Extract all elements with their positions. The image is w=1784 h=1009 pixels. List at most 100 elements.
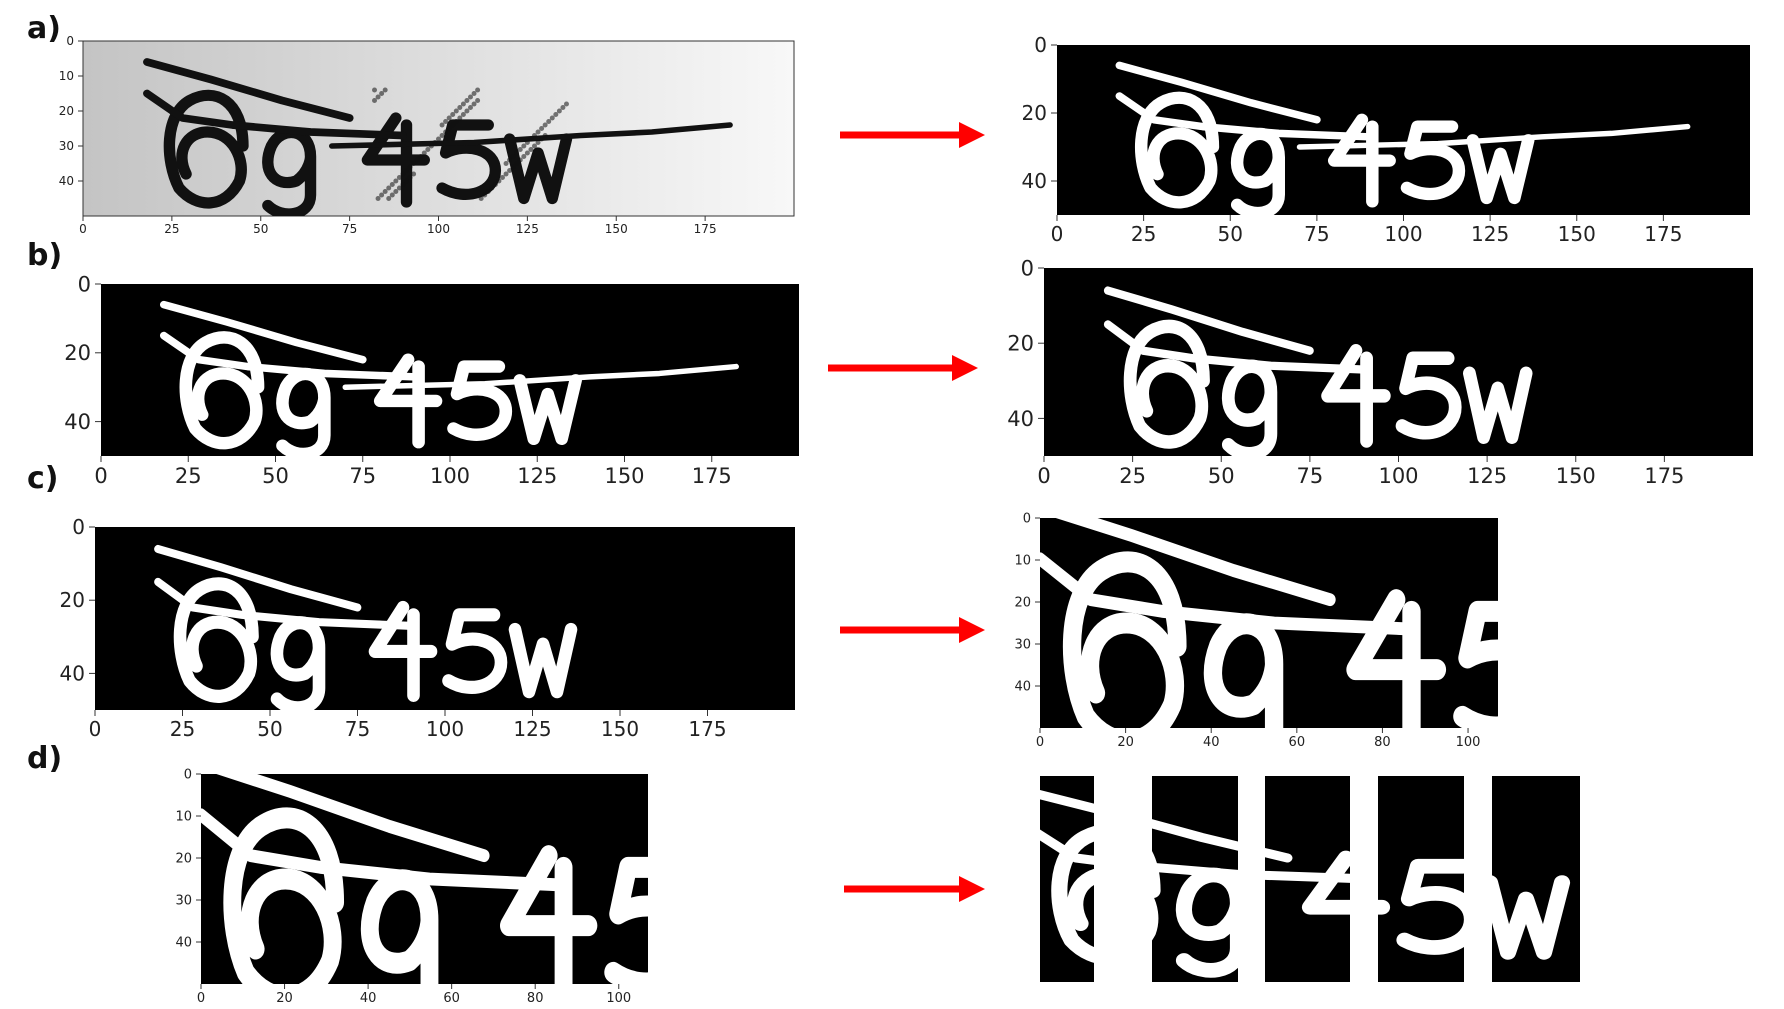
y-tick-label: 20 <box>1014 596 1031 611</box>
x-tick-label: 100 <box>426 717 464 741</box>
y-axis: 0 10 20 30 40 <box>59 34 83 188</box>
x-tick-label: 0 <box>1051 222 1064 246</box>
glyph-1 <box>1123 319 1210 449</box>
x-tick-label: 175 <box>1644 464 1684 488</box>
character-segment-1 <box>1040 776 1094 982</box>
x-tick-label: 150 <box>605 222 628 236</box>
x-tick-label: 25 <box>1119 464 1146 488</box>
y-axis: 0 10 20 30 40 <box>175 768 201 951</box>
y-tick-label: 10 <box>1014 554 1031 569</box>
glyph-5 <box>1466 134 1535 205</box>
arrow-icon <box>840 122 985 148</box>
x-tick-label: 25 <box>164 222 179 236</box>
x-tick-label: 100 <box>427 222 450 236</box>
strike-stroke <box>1115 61 1321 124</box>
glyph-4 <box>1400 120 1466 201</box>
strike-stroke <box>1103 286 1314 355</box>
y-tick-label: 40 <box>59 174 74 188</box>
x-axis: 0 25 50 75 100 125 150 175 <box>94 456 732 488</box>
x-tick-label: 0 <box>94 464 107 488</box>
strike-stroke <box>201 808 565 892</box>
x-tick-label: 50 <box>262 464 289 488</box>
y-tick-label: 40 <box>1022 169 1047 193</box>
x-tick-label: 150 <box>604 464 644 488</box>
y-tick-label: 0 <box>78 272 91 296</box>
x-tick-label: 0 <box>197 991 205 1006</box>
captcha-glyphs <box>1040 518 1640 734</box>
x-tick-label: 125 <box>513 717 551 741</box>
glyph-5 <box>508 622 578 699</box>
x-tick-label: 25 <box>1131 222 1156 246</box>
row-label: a) <box>27 11 61 46</box>
y-tick-label: 10 <box>59 69 74 83</box>
y-tick-label: 40 <box>64 410 91 434</box>
x-tick-label: 175 <box>692 464 732 488</box>
strike-stroke <box>1103 320 1367 374</box>
y-tick-label: 0 <box>1021 256 1034 280</box>
x-axis: 0 20 40 60 80 100 <box>1036 728 1481 750</box>
x-tick-label: 25 <box>175 464 202 488</box>
x-tick-label: 50 <box>257 717 282 741</box>
strike-stroke <box>1265 870 1350 883</box>
y-tick-label: 20 <box>64 341 91 365</box>
panel-2-left: 0 25 50 75 100 125 150 175 0 20 40 <box>64 272 799 488</box>
panel-4-left: 0 20 40 60 80 100 0 10 20 30 40 <box>175 768 648 1006</box>
x-tick-label: 75 <box>1297 464 1324 488</box>
glyph-5 <box>1559 635 1640 734</box>
y-tick-label: 20 <box>60 588 85 612</box>
glyph-5 <box>503 133 573 205</box>
strike-stroke <box>1040 789 1094 814</box>
y-tick-label: 40 <box>1014 680 1031 695</box>
glyph-1 <box>1062 551 1187 728</box>
captcha-glyphs <box>143 58 733 216</box>
strike-stroke <box>1115 92 1373 141</box>
captcha-glyphs <box>1492 875 1571 960</box>
strike-stroke <box>159 300 367 364</box>
x-tick-label: 100 <box>430 464 470 488</box>
captcha-glyphs <box>1152 819 1238 978</box>
x-tick-label: 150 <box>601 717 639 741</box>
y-tick-label: 40 <box>60 661 85 685</box>
x-tick-label: 100 <box>606 991 631 1006</box>
captcha-glyphs <box>1115 61 1691 215</box>
y-tick-label: 20 <box>1022 101 1047 125</box>
x-tick-label: 0 <box>1036 735 1044 750</box>
x-tick-label: 125 <box>1467 464 1507 488</box>
captcha-glyphs <box>1103 286 1533 456</box>
x-tick-label: 175 <box>694 222 717 236</box>
x-axis: 0 25 50 75 100 125 150 175 <box>79 216 717 236</box>
panel-3-left: 0 25 50 75 100 125 150 175 0 20 40 <box>60 515 795 741</box>
x-tick-label: 100 <box>1456 735 1481 750</box>
glyph-4 <box>442 608 508 694</box>
character-segment-2 <box>1152 776 1238 982</box>
x-axis: 0 25 50 75 100 125 150 175 <box>1051 215 1682 246</box>
captcha-glyphs <box>1040 789 1094 963</box>
row-label: d) <box>27 741 62 776</box>
panel-1-right: 0 25 50 75 100 125 150 175 0 20 40 <box>1022 33 1750 246</box>
glyph-4 <box>604 856 648 984</box>
glyph-4 <box>1396 858 1464 955</box>
x-tick-label: 40 <box>1203 735 1220 750</box>
captcha-glyphs <box>1265 847 1350 915</box>
strike-stroke <box>154 577 414 630</box>
captcha-glyphs <box>201 774 648 984</box>
y-axis: 0 20 40 <box>1007 256 1044 431</box>
character-segment-4 <box>1378 776 1464 982</box>
x-tick-label: 0 <box>1037 464 1050 488</box>
y-tick-label: 40 <box>175 936 192 951</box>
panel-2-right: 0 25 50 75 100 125 150 175 0 20 40 <box>1007 256 1753 488</box>
x-tick-label: 50 <box>1218 222 1243 246</box>
x-tick-label: 100 <box>1378 464 1418 488</box>
x-tick-label: 175 <box>688 717 726 741</box>
glyph-2 <box>276 367 331 456</box>
glyph-5 <box>1492 875 1571 960</box>
strike-stroke <box>154 544 362 612</box>
x-tick-label: 20 <box>276 991 293 1006</box>
x-tick-label: 60 <box>1289 735 1306 750</box>
y-tick-label: 30 <box>175 894 192 909</box>
x-tick-label: 40 <box>360 991 377 1006</box>
y-tick-label: 10 <box>175 810 192 825</box>
y-tick-label: 0 <box>1023 512 1031 527</box>
x-tick-label: 80 <box>527 991 544 1006</box>
